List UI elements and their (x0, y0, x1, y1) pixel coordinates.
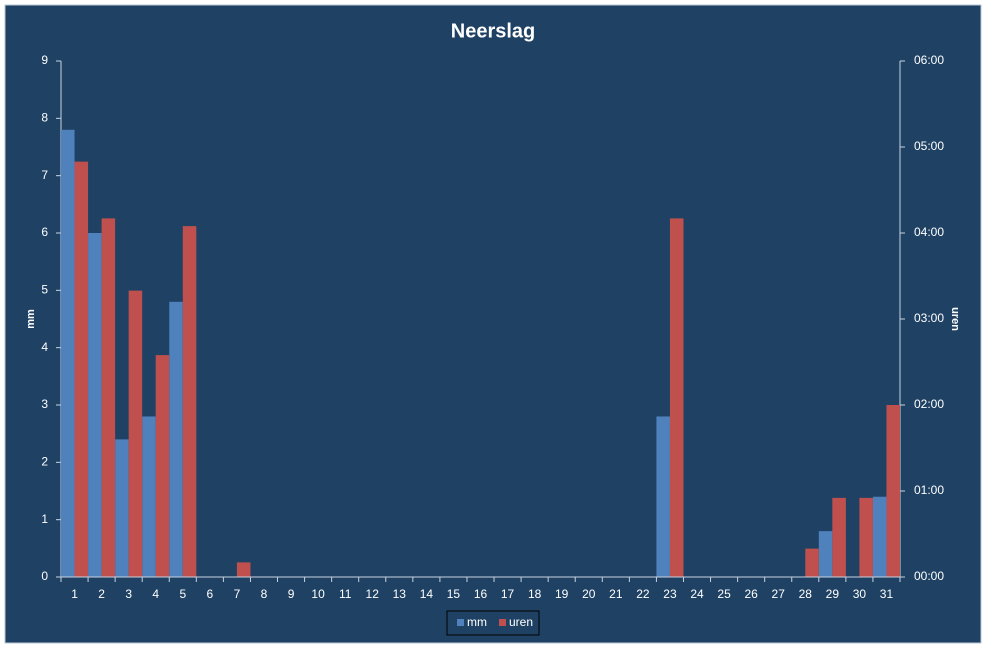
y2-tick-label: 05:00 (914, 139, 944, 153)
x-tick-label: 16 (474, 587, 488, 601)
x-tick-label: 30 (853, 587, 867, 601)
x-tick-label: 24 (690, 587, 704, 601)
bar (182, 226, 197, 577)
y-tick-label: 3 (41, 397, 48, 411)
x-tick-label: 21 (609, 587, 623, 601)
x-tick-label: 14 (420, 587, 434, 601)
x-tick-label: 4 (152, 587, 159, 601)
x-tick-label: 19 (555, 587, 569, 601)
legend: mm uren (446, 610, 540, 636)
bar (872, 496, 887, 577)
x-tick-label: 2 (98, 587, 105, 601)
y-tick-label: 8 (41, 111, 48, 125)
bar (805, 548, 819, 577)
bar (115, 439, 129, 577)
legend-label: uren (509, 615, 533, 629)
x-tick-label: 10 (311, 587, 325, 601)
x-tick-label: 18 (528, 587, 542, 601)
bar (669, 218, 684, 577)
x-tick-label: 11 (339, 587, 352, 601)
y2-tick-label: 02:00 (914, 397, 944, 411)
x-tick-label: 28 (799, 587, 813, 601)
y-tick-label: 4 (41, 340, 48, 354)
x-tick-label: 26 (744, 587, 758, 601)
x-tick-label: 3 (125, 587, 132, 601)
bar (656, 416, 670, 577)
legend-label: mm (467, 615, 487, 629)
x-tick-label: 25 (717, 587, 731, 601)
y-tick-label: 2 (41, 455, 48, 469)
chart-title: Neerslag (451, 20, 536, 42)
y2-tick-label: 04:00 (914, 225, 944, 239)
bar (886, 405, 900, 577)
y-tick-label: 0 (41, 569, 48, 583)
y2-tick-label: 00:00 (914, 569, 944, 583)
x-tick-label: 20 (582, 587, 596, 601)
bar (859, 497, 873, 577)
y-tick-label: 1 (41, 512, 48, 526)
y2-tick-label: 01:00 (914, 483, 944, 497)
bar (101, 218, 116, 577)
x-tick-label: 17 (501, 587, 515, 601)
y2-axis-label: uren (949, 307, 961, 331)
x-tick-label: 12 (366, 587, 380, 601)
x-tick-label: 23 (663, 587, 677, 601)
y-axis-label: mm (25, 309, 37, 329)
y2-tick-label: 03:00 (914, 311, 944, 325)
bar (142, 416, 156, 577)
x-tick-label: 15 (447, 587, 461, 601)
y-tick-label: 5 (41, 283, 48, 297)
bar (88, 233, 102, 577)
bar (832, 497, 846, 577)
bar (74, 161, 89, 577)
x-tick-label: 7 (234, 587, 241, 601)
x-tick-label: 29 (826, 587, 840, 601)
legend-swatch (457, 619, 464, 626)
x-tick-label: 8 (261, 587, 268, 601)
x-tick-label: 6 (207, 587, 214, 601)
legend-swatch (499, 619, 506, 626)
x-tick-label: 22 (636, 587, 650, 601)
x-tick-label: 27 (772, 587, 786, 601)
x-tick-label: 9 (288, 587, 295, 601)
x-tick-label: 13 (393, 587, 407, 601)
bar (236, 562, 251, 577)
bar (61, 129, 75, 578)
y-tick-label: 7 (41, 168, 48, 182)
y-tick-label: 6 (41, 225, 48, 239)
legend-box (446, 610, 540, 636)
x-tick-label: 1 (71, 587, 78, 601)
bar (128, 290, 143, 577)
y2-tick-label: 06:00 (914, 53, 944, 67)
bar (169, 301, 183, 577)
x-tick-label: 31 (880, 587, 894, 601)
bar (818, 531, 833, 577)
y-tick-label: 9 (41, 53, 48, 67)
x-tick-label: 5 (179, 587, 186, 601)
bar (155, 355, 170, 577)
